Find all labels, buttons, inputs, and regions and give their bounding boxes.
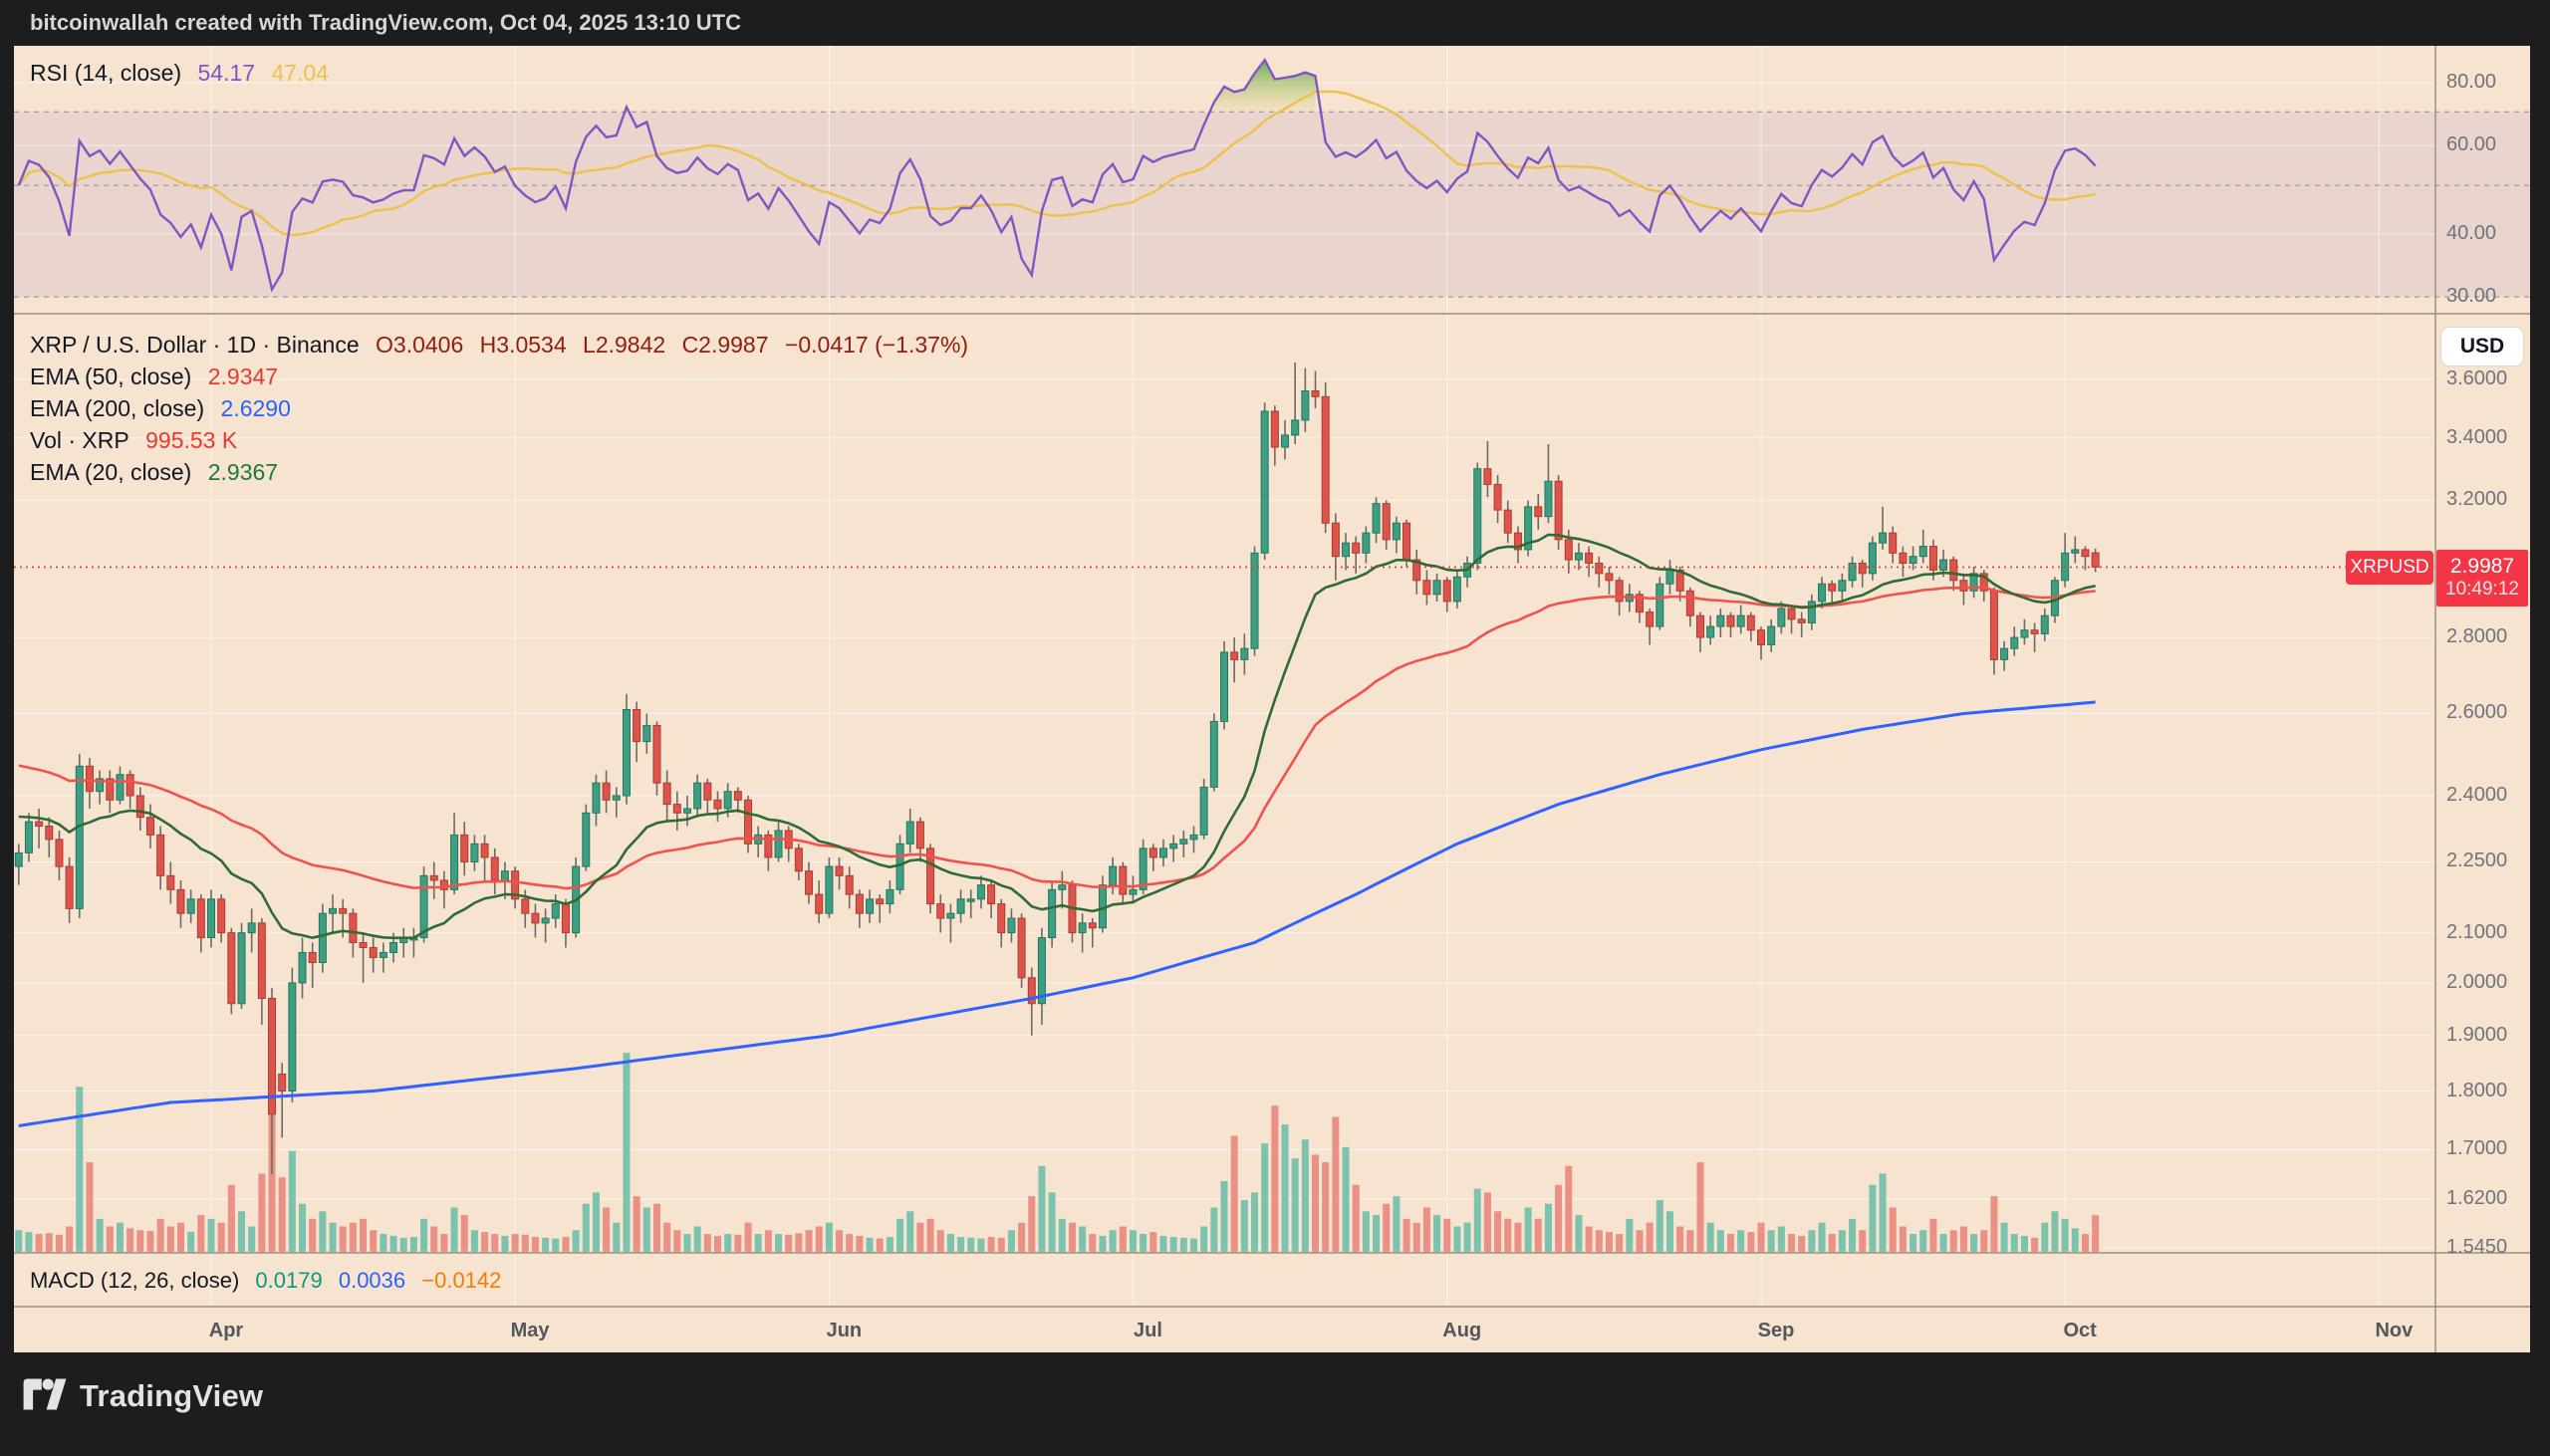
rsi-ma-value: 47.04 bbox=[271, 60, 330, 86]
volume-legend: Vol · XRP 995.53 K bbox=[30, 427, 247, 454]
price-tick: 1.7000 bbox=[2446, 1137, 2508, 1160]
ema20-label: EMA (20, close) bbox=[30, 459, 192, 485]
rsi-legend: RSI (14, close) 54.17 47.04 bbox=[30, 60, 339, 87]
symbol-title: XRP / U.S. Dollar · 1D · Binance bbox=[30, 332, 360, 358]
price-tick: 3.2000 bbox=[2446, 488, 2508, 511]
symbol-price-tag: XRPUSD bbox=[2346, 551, 2433, 585]
low-value: L2.9842 bbox=[583, 332, 666, 358]
ema20-legend: EMA (20, close) 2.9367 bbox=[30, 459, 288, 486]
month-label-jul: Jul bbox=[1134, 1320, 1162, 1341]
last-price-badge: 2.9987 10:49:12 bbox=[2436, 550, 2528, 607]
ema200-legend: EMA (200, close) 2.6290 bbox=[30, 395, 301, 422]
rsi-tick: 40.00 bbox=[2446, 222, 2497, 245]
price-tick: 1.9000 bbox=[2446, 1023, 2508, 1046]
ema20-value: 2.9367 bbox=[207, 459, 279, 485]
ema50-legend: EMA (50, close) 2.9347 bbox=[30, 364, 288, 390]
macd-signal-value: 0.0036 bbox=[338, 1268, 406, 1293]
close-value: C2.9987 bbox=[681, 332, 769, 358]
price-tick: 2.4000 bbox=[2446, 783, 2508, 806]
rsi-tick: 60.00 bbox=[2446, 133, 2497, 156]
price-tick: 2.0000 bbox=[2446, 970, 2508, 993]
high-value: H3.0534 bbox=[479, 332, 567, 358]
currency-toggle-button[interactable]: USD bbox=[2441, 328, 2523, 365]
last-price: 2.9987 bbox=[2449, 555, 2515, 578]
volume-value: 995.53 K bbox=[145, 427, 238, 453]
ema50-value: 2.9347 bbox=[207, 364, 279, 389]
price-tick: 2.2500 bbox=[2446, 849, 2508, 872]
ema200-value: 2.6290 bbox=[220, 395, 291, 421]
footer-brand-name: TradingView bbox=[80, 1378, 264, 1413]
macd-label: MACD (12, 26, close) bbox=[30, 1268, 240, 1293]
ema50-label: EMA (50, close) bbox=[30, 364, 192, 389]
macd-histogram-value: −0.0142 bbox=[421, 1268, 502, 1293]
price-tick: 1.8000 bbox=[2446, 1079, 2508, 1101]
month-label-apr: Apr bbox=[208, 1320, 244, 1341]
open-value: O3.0406 bbox=[376, 332, 464, 358]
change-value: −0.0417 (−1.37%) bbox=[784, 332, 969, 358]
symbol-legend: XRP / U.S. Dollar · 1D · Binance O3.0406… bbox=[30, 332, 978, 359]
month-label-aug: Aug bbox=[1442, 1320, 1482, 1341]
month-label-jun: Jun bbox=[826, 1320, 863, 1341]
rsi-value: 54.17 bbox=[197, 60, 256, 86]
rsi-legend-label: RSI (14, close) bbox=[30, 60, 182, 86]
attribution-text: bitcoinwallah created with TradingView.c… bbox=[30, 10, 742, 35]
month-label-oct: Oct bbox=[2063, 1320, 2097, 1341]
month-label-sep: Sep bbox=[1757, 1320, 1795, 1341]
attribution-bar: bitcoinwallah created with TradingView.c… bbox=[0, 0, 2550, 46]
price-tick: 2.1000 bbox=[2446, 920, 2508, 943]
price-tick: 1.6200 bbox=[2446, 1187, 2508, 1210]
month-label-nov: Nov bbox=[2375, 1320, 2414, 1341]
bar-countdown: 10:49:12 bbox=[2445, 579, 2519, 600]
footer-brand[interactable]: TradingView bbox=[22, 1376, 263, 1416]
price-tick: 3.4000 bbox=[2446, 425, 2508, 448]
price-tick: 1.5450 bbox=[2446, 1235, 2508, 1258]
price-tick: 2.8000 bbox=[2446, 625, 2508, 648]
ema200-label: EMA (200, close) bbox=[30, 395, 205, 421]
volume-label: Vol · XRP bbox=[30, 427, 129, 453]
price-tick: 3.6000 bbox=[2446, 367, 2508, 389]
month-label-may: May bbox=[510, 1320, 550, 1341]
macd-value: 0.0179 bbox=[255, 1268, 323, 1293]
price-tick: 2.6000 bbox=[2446, 701, 2508, 724]
rsi-tick: 80.00 bbox=[2446, 71, 2497, 93]
rsi-tick: 30.00 bbox=[2446, 285, 2497, 308]
tradingview-logo-icon bbox=[23, 1378, 67, 1410]
macd-legend: MACD (12, 26, close) 0.0179 0.0036 −0.01… bbox=[30, 1268, 511, 1294]
